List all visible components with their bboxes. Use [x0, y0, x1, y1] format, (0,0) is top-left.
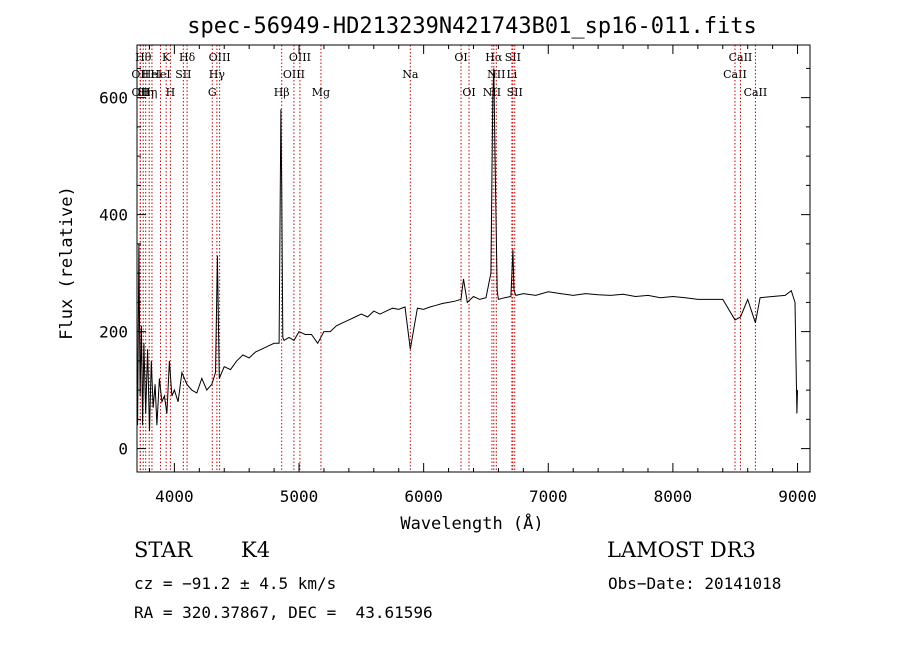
x-axis-label: Wavelength (Å): [400, 512, 543, 534]
x-tick-label-2: 6000: [404, 487, 443, 506]
line-label-10: Hδ: [179, 51, 196, 64]
line-label-22: Hα: [485, 51, 503, 64]
line-label-11: G: [208, 86, 217, 99]
x-tick-label-3: 7000: [529, 487, 568, 506]
x-tick-label-0: 4000: [155, 487, 194, 506]
line-label-26: SII: [507, 86, 523, 99]
observation-date: Obs−Date: 20141018: [608, 574, 782, 593]
line-label-20: OI: [462, 86, 475, 99]
spectrum-line-0: [137, 68, 798, 432]
x-tick-label-1: 5000: [280, 487, 319, 506]
line-label-1: OII: [132, 86, 150, 99]
line-label-3: Hη: [138, 86, 154, 99]
line-label-5: HeI: [142, 68, 162, 81]
line-label-17: Mg: [312, 86, 330, 99]
line-label-6: HeI: [150, 68, 170, 81]
object-subclass: K4: [241, 538, 271, 562]
object-class: STAR: [134, 538, 193, 562]
line-label-13: OIII: [209, 51, 231, 64]
y-axis-label: Flux (relative): [57, 186, 77, 340]
line-label-8: H: [166, 86, 176, 99]
line-label-27: CaII: [723, 68, 747, 81]
y-tick-label-2: 400: [99, 206, 128, 225]
y-tick-label-0: 0: [118, 440, 128, 459]
line-label-2: Hθ: [135, 51, 152, 64]
redshift-velocity: cz = −91.2 ± 4.5 km/s: [134, 574, 337, 593]
line-label-4: Hη: [141, 86, 157, 99]
line-label-28: CaII: [729, 51, 753, 64]
line-label-24: Li: [506, 68, 517, 81]
chart-title: spec-56949-HD213239N421743B01_sp16-011.f…: [187, 14, 757, 39]
spectrum-series: [137, 68, 798, 432]
plot-axes: 4000 5000 6000 7000 8000 9000 0 200 400 600: [99, 44, 817, 506]
plot-frame: [136, 44, 811, 473]
line-label-12: Hγ: [209, 68, 226, 81]
coordinates: RA = 320.37867, DEC = 43.61596: [134, 603, 433, 622]
y-tick-label-3: 600: [99, 89, 128, 108]
line-label-14: Hβ: [274, 86, 290, 99]
line-label-7: K: [162, 51, 171, 64]
line-label-9: SII: [175, 68, 191, 81]
line-label-15: OIII: [283, 68, 305, 81]
line-label-23: NII: [487, 68, 505, 81]
spectral-line-markers: OIIOIIHθHηHηHeIHeIKHSIIHδGHγOIIIHβOIIIOI…: [131, 45, 767, 472]
line-label-16: OIII: [289, 51, 311, 64]
x-tick-label-5: 9000: [778, 487, 817, 506]
line-label-21: NII: [483, 86, 501, 99]
line-label-18: Na: [402, 68, 419, 81]
y-tick-label-1: 200: [99, 323, 128, 342]
line-label-29: CaII: [744, 86, 768, 99]
survey-name: LAMOST DR3: [607, 538, 756, 562]
line-label-25: SII: [505, 51, 521, 64]
line-label-19: OI: [454, 51, 467, 64]
x-tick-label-4: 8000: [654, 487, 693, 506]
